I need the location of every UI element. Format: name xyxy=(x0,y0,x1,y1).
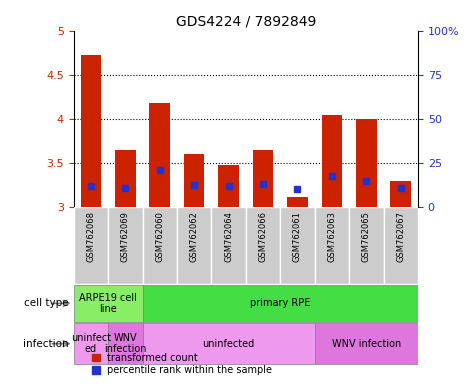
Text: cell type: cell type xyxy=(24,298,69,308)
Text: GSM762068: GSM762068 xyxy=(86,211,95,262)
FancyBboxPatch shape xyxy=(177,207,211,284)
Text: GSM762063: GSM762063 xyxy=(327,211,336,262)
Bar xyxy=(218,165,239,207)
FancyBboxPatch shape xyxy=(384,207,418,284)
Text: GSM762067: GSM762067 xyxy=(396,211,405,262)
Bar xyxy=(253,150,274,207)
Text: WNV infection: WNV infection xyxy=(332,339,401,349)
Text: GSM762062: GSM762062 xyxy=(190,211,199,262)
Bar xyxy=(149,103,170,207)
FancyBboxPatch shape xyxy=(246,207,280,284)
Text: WNV
infection: WNV infection xyxy=(104,333,146,354)
FancyBboxPatch shape xyxy=(142,207,177,284)
Bar xyxy=(322,115,342,207)
Text: uninfect
ed: uninfect ed xyxy=(71,333,111,354)
Text: GSM762069: GSM762069 xyxy=(121,211,130,262)
Text: GSM762064: GSM762064 xyxy=(224,211,233,262)
Bar xyxy=(115,150,136,207)
FancyBboxPatch shape xyxy=(314,323,418,364)
FancyBboxPatch shape xyxy=(142,323,314,364)
FancyBboxPatch shape xyxy=(280,207,314,284)
FancyBboxPatch shape xyxy=(349,207,384,284)
Text: ARPE19 cell
line: ARPE19 cell line xyxy=(79,293,137,314)
Text: GSM762060: GSM762060 xyxy=(155,211,164,262)
Legend: transformed count, percentile rank within the sample: transformed count, percentile rank withi… xyxy=(88,349,276,379)
Bar xyxy=(356,119,377,207)
FancyBboxPatch shape xyxy=(211,207,246,284)
FancyBboxPatch shape xyxy=(108,323,142,364)
Bar xyxy=(390,181,411,207)
FancyBboxPatch shape xyxy=(314,207,349,284)
FancyBboxPatch shape xyxy=(74,207,108,284)
Bar xyxy=(287,197,308,207)
Text: GSM762061: GSM762061 xyxy=(293,211,302,262)
FancyBboxPatch shape xyxy=(74,285,142,322)
FancyBboxPatch shape xyxy=(108,207,142,284)
FancyBboxPatch shape xyxy=(142,285,418,322)
Text: primary RPE: primary RPE xyxy=(250,298,311,308)
Text: uninfected: uninfected xyxy=(202,339,255,349)
Bar xyxy=(184,154,204,207)
Bar xyxy=(81,55,101,207)
Text: infection: infection xyxy=(23,339,69,349)
FancyBboxPatch shape xyxy=(74,323,108,364)
Title: GDS4224 / 7892849: GDS4224 / 7892849 xyxy=(176,14,316,28)
Text: GSM762065: GSM762065 xyxy=(362,211,371,262)
Text: GSM762066: GSM762066 xyxy=(258,211,267,262)
